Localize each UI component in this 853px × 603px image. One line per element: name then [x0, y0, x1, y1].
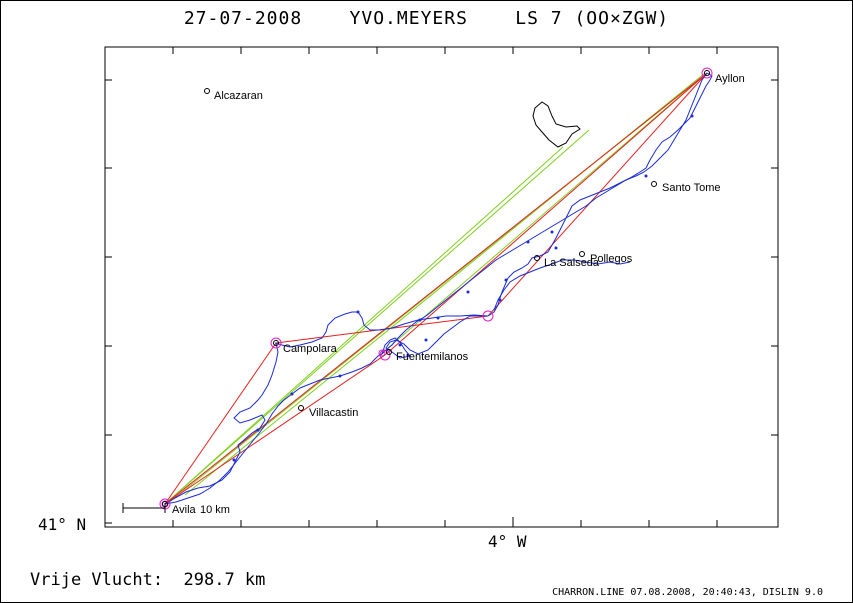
place-marker-pollegos [579, 251, 585, 257]
place-marker-campolara [273, 340, 279, 346]
lake-outline [532, 101, 581, 148]
place-marker-villacastin [298, 405, 304, 411]
track-dots [232, 114, 694, 462]
axis-ticks [105, 47, 778, 527]
scale-bar [122, 503, 166, 513]
task-lines [164, 72, 708, 505]
place-marker-alcazaran [204, 88, 210, 94]
longitude-label: 4° W [488, 532, 527, 551]
place-marker-fuentemilanos [386, 349, 392, 355]
page-title: 27-07-2008 YVO.MEYERS LS 7 (OO×ZGW) [183, 8, 670, 29]
place-label-pollegos: Pollegos [590, 253, 633, 265]
latitude-label: 41° N [38, 515, 87, 534]
place-marker-ayllon [704, 70, 710, 76]
place-label-la-salseda: La Salseda [544, 257, 600, 269]
place-label-fuentemilanos: Fuentemilanos [396, 351, 469, 363]
plot-frame [104, 46, 779, 528]
place-marker-santo-tome [651, 181, 657, 187]
place-label-santo-tome: Santo Tome [662, 182, 721, 194]
place-label-avila: Avila [172, 504, 197, 516]
place-marker-la-salseda [534, 255, 540, 261]
place-label-ayllon: Ayllon [715, 73, 745, 85]
turnpoint-circles [159, 67, 713, 510]
scale-bar-label: 10 km [200, 504, 230, 516]
footer-info: CHARRON.LINE 07.08.2008, 20:40:43, DISLI… [552, 587, 823, 598]
place-label-villacastin: Villacastin [309, 407, 358, 419]
place-label-alcazaran: Alcazaran [214, 90, 263, 102]
place-label-campolara: Campolara [283, 343, 338, 355]
free-flight-distance: Vrije Vlucht: 298.7 km [30, 570, 266, 590]
